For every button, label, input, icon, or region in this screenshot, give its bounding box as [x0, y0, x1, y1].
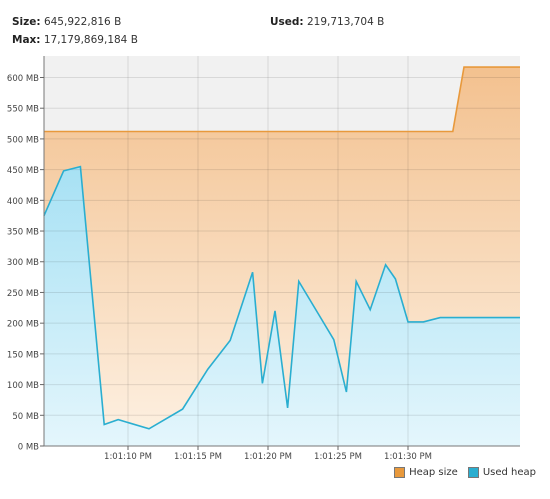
y-tick-label: 350 MB — [7, 228, 39, 238]
used-label: Used: — [270, 16, 304, 28]
x-tick-label: 1:01:15 PM — [174, 452, 222, 462]
y-axis-ticks: 0 MB 50 MB 100 MB 150 MB 200 MB 250 MB 300 MB 3… — [7, 74, 44, 453]
max-label: Max: — [12, 34, 41, 46]
x-tick-label: 1:01:25 PM — [314, 452, 362, 462]
y-tick-label: 50 MB — [12, 412, 39, 422]
y-tick-label: 100 MB — [7, 381, 39, 391]
legend-label-heap-size: Heap size — [409, 467, 458, 478]
used-stat: Used: 219,713,704 B — [270, 16, 384, 28]
grid-lines — [44, 56, 520, 446]
heap-size-swatch — [394, 467, 406, 478]
y-tick-label: 600 MB — [7, 74, 39, 84]
x-tick-label: 1:01:10 PM — [104, 452, 152, 462]
size-value: 645,922,816 B — [43, 16, 122, 28]
max-stat: Max: 17,179,869,184 B — [12, 34, 138, 46]
legend-item-heap-size[interactable]: Heap size — [394, 467, 458, 478]
y-tick-label: 300 MB — [7, 258, 39, 268]
y-tick-label: 150 MB — [7, 350, 39, 360]
legend-item-used-heap[interactable]: Used heap — [467, 467, 536, 478]
y-tick-label: 0 MB — [18, 443, 39, 453]
chart-legend: Heap size Used heap — [384, 467, 536, 478]
max-value: 17,179,869,184 B — [43, 34, 138, 46]
size-label: Size: — [12, 16, 41, 28]
y-tick-label: 200 MB — [7, 320, 39, 330]
size-stat: Size: 645,922,816 B — [12, 16, 121, 28]
x-tick-label: 1:01:20 PM — [244, 452, 292, 462]
legend-label-used-heap: Used heap — [482, 467, 536, 478]
x-tick-label: 1:01:30 PM — [384, 452, 432, 462]
used-heap-area — [44, 166, 520, 446]
used-heap-line — [43, 165, 520, 430]
y-tick-label: 250 MB — [7, 289, 39, 299]
heap-size-line — [44, 66, 520, 133]
y-tick-label: 450 MB — [7, 166, 39, 176]
x-axis-ticks: 1:01:10 PM 1:01:15 PM 1:01:20 PM 1:01:25 PM… — [104, 446, 432, 462]
used-heap-swatch — [467, 467, 479, 478]
axes — [43, 56, 520, 447]
y-tick-label: 400 MB — [7, 197, 39, 207]
y-tick-label: 500 MB — [7, 135, 39, 145]
y-tick-label: 550 MB — [7, 105, 39, 115]
used-value: 219,713,704 B — [306, 16, 385, 28]
